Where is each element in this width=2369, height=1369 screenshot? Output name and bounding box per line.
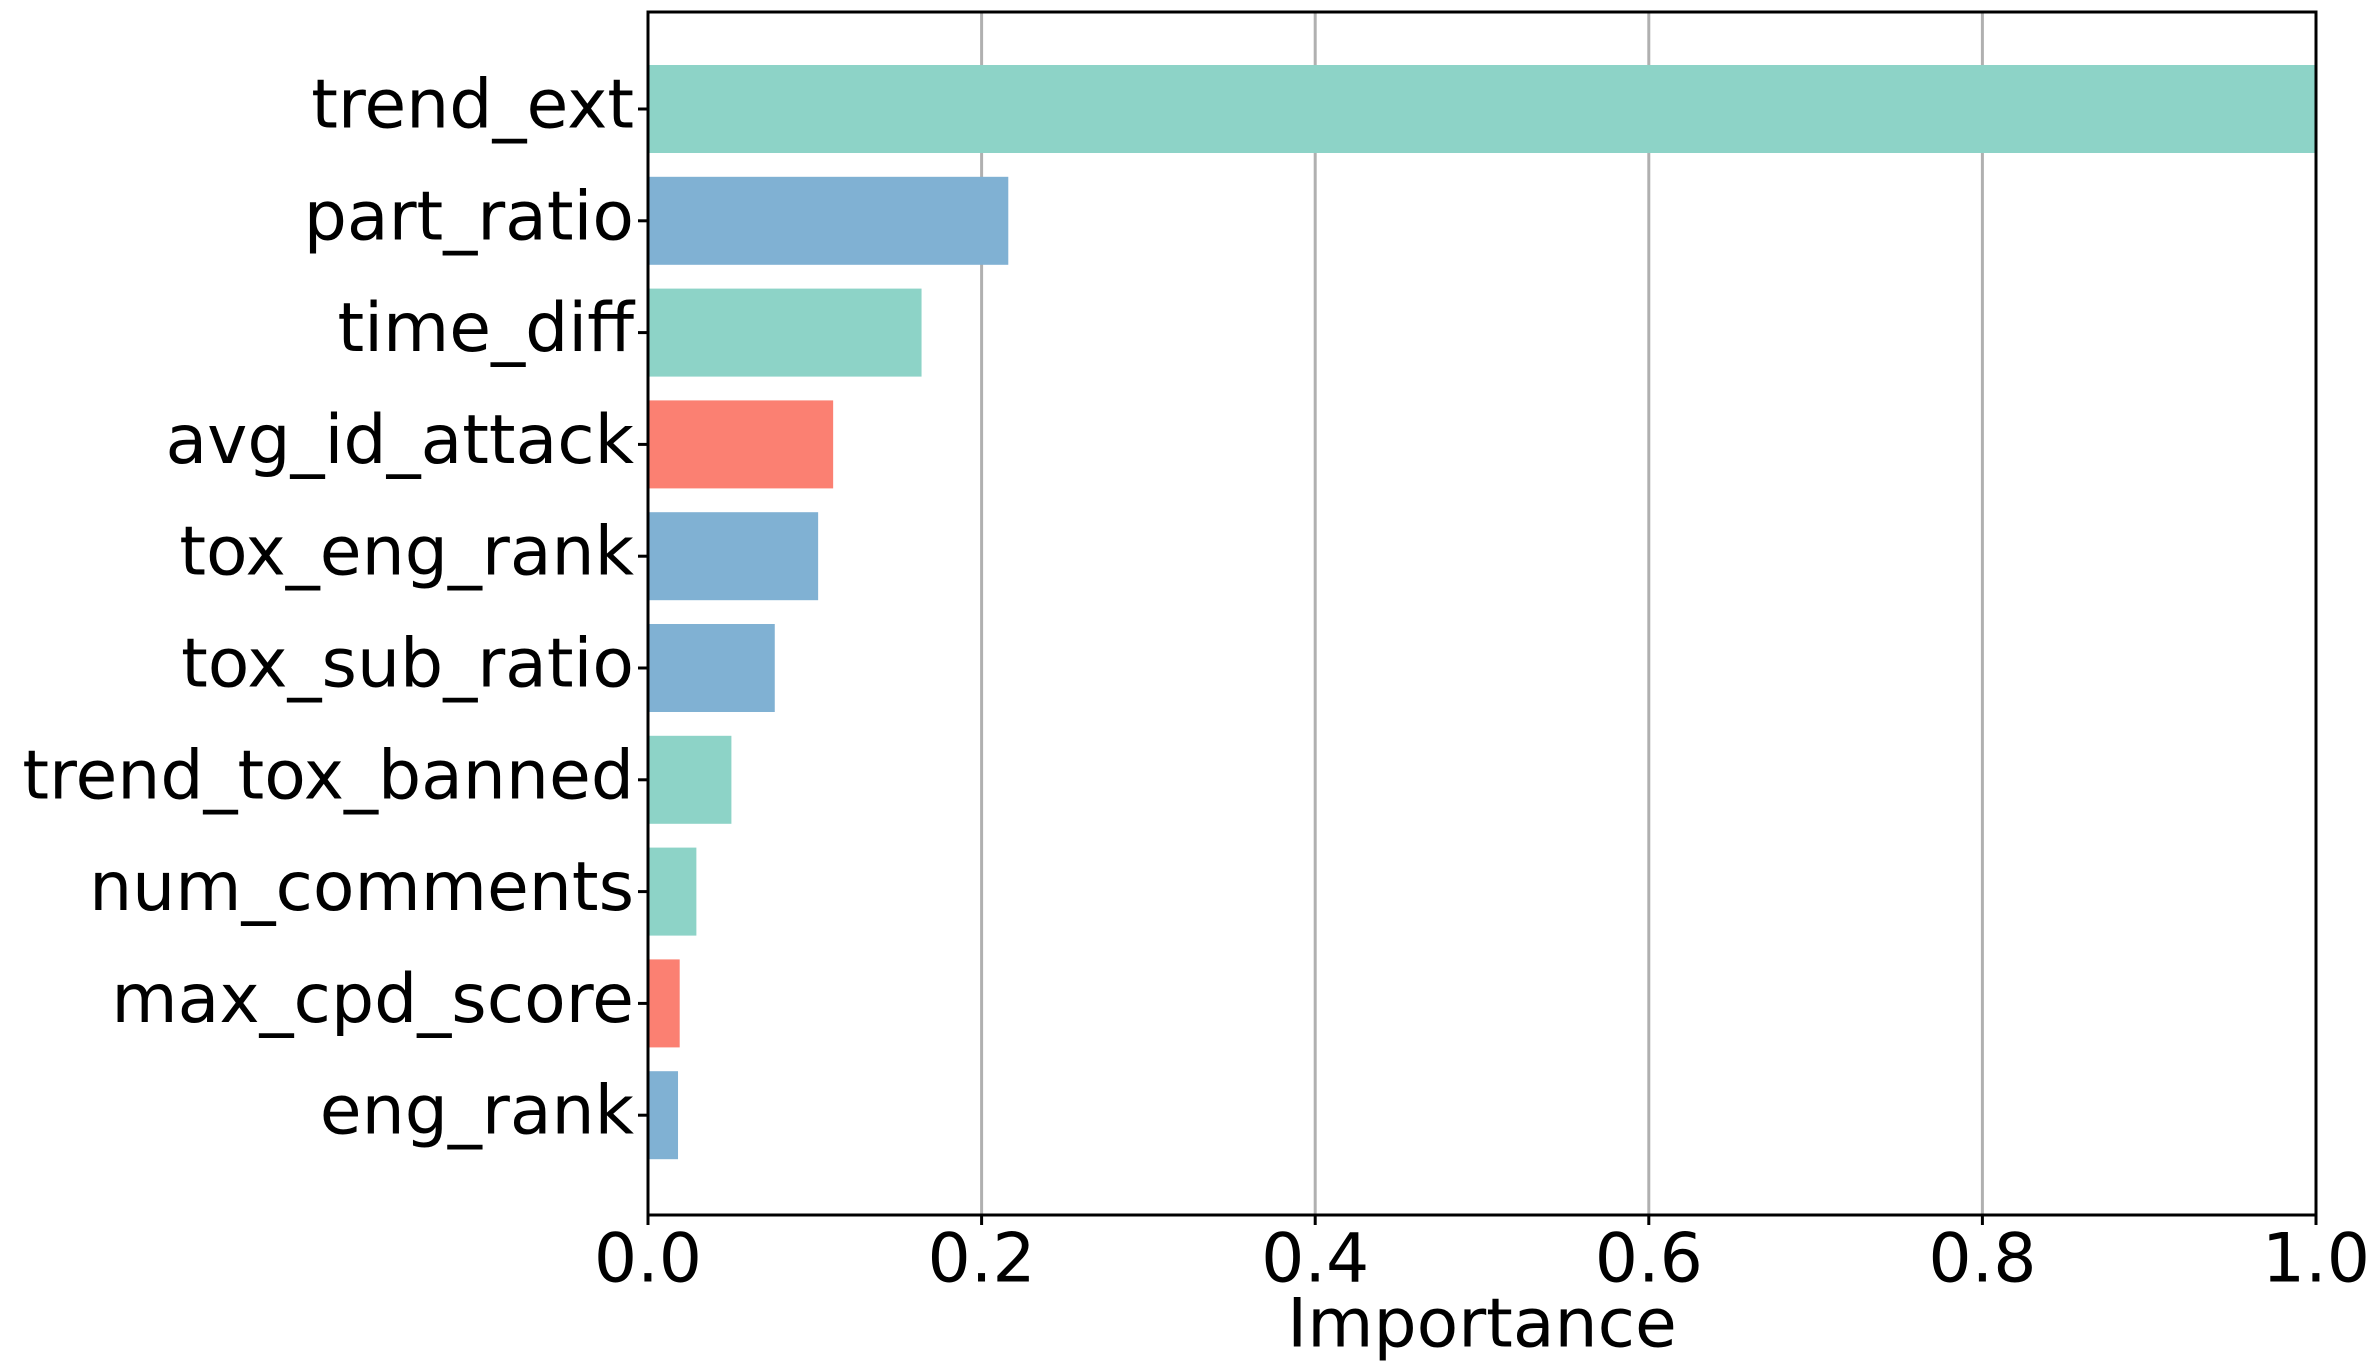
y-tick-label: num_comments: [89, 848, 634, 927]
y-tick-label: tox_eng_rank: [179, 513, 634, 592]
x-tick-label: 0.4: [1261, 1220, 1369, 1299]
bar: [648, 1071, 679, 1160]
bar: [648, 288, 922, 377]
y-tick-label: trend_ext: [311, 66, 634, 145]
x-tick-label: 0.6: [1595, 1220, 1703, 1299]
bar: [648, 735, 732, 824]
x-tick-label: 0.0: [594, 1220, 702, 1299]
bar: [648, 624, 775, 712]
bar: [648, 65, 2316, 153]
y-tick-label: tox_sub_ratio: [181, 625, 634, 704]
y-tick-label: trend_tox_banned: [22, 736, 634, 815]
y-tick-label: time_diff: [337, 289, 636, 368]
y-tick-label: avg_id_attack: [165, 401, 634, 480]
y-tick-label: eng_rank: [320, 1072, 635, 1151]
bar: [648, 176, 1009, 265]
x-axis-label: Importance: [1287, 1285, 1677, 1364]
x-tick-label: 1.0: [2262, 1220, 2369, 1299]
bar: [648, 400, 834, 489]
plot-frame: [646, 10, 2318, 1217]
x-tick-label: 0.2: [928, 1220, 1036, 1299]
y-tick-label: part_ratio: [304, 177, 634, 256]
bar: [648, 512, 819, 601]
y-tick-label: max_cpd_score: [111, 960, 634, 1039]
x-tick-label: 0.8: [1928, 1220, 2036, 1299]
bar: [648, 847, 697, 936]
bar: [648, 959, 680, 1048]
